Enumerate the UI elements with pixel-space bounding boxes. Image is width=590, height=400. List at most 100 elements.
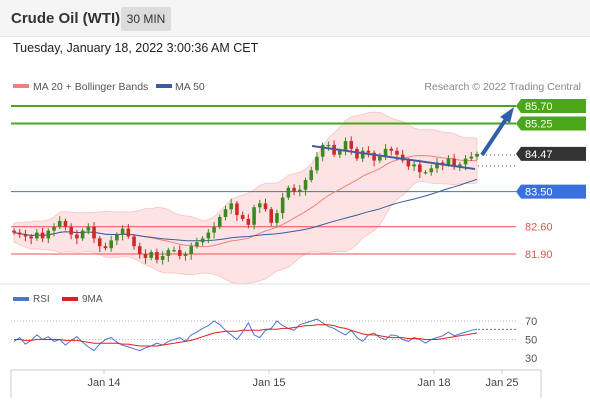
- price-label-83-50-tag: [516, 184, 586, 199]
- candle: [57, 216, 62, 230]
- chart-header: Crude Oil (WTI) 30 MIN: [0, 0, 590, 37]
- candle: [120, 225, 125, 241]
- candle: [46, 228, 51, 244]
- price-label-85-25: 85.25: [525, 119, 553, 131]
- candle: [103, 242, 108, 251]
- candle: [315, 151, 319, 174]
- candle: [12, 228, 16, 235]
- candle: [263, 198, 268, 212]
- price-label-84-47-tag: [516, 146, 586, 161]
- candle: [155, 248, 159, 264]
- timeframe-badge[interactable]: 30 MIN: [121, 7, 171, 31]
- candle: [343, 137, 348, 156]
- ma50-line: [13, 178, 478, 242]
- candle: [303, 177, 308, 196]
- candle: [132, 234, 136, 250]
- level-lines: [11, 105, 516, 255]
- candle: [475, 151, 479, 161]
- rsi-legend-swatch: [13, 297, 29, 301]
- price-label-84-47: 84.47: [525, 149, 553, 161]
- instrument-title: Crude Oil (WTI): [11, 10, 121, 27]
- candle: [366, 146, 371, 158]
- rsi-tick-50: 50: [525, 335, 537, 347]
- candle: [149, 249, 153, 261]
- rsi-ma-legend-label: 9MA: [82, 294, 103, 305]
- candle: [80, 228, 85, 241]
- price-label-85-70-tag: [516, 99, 586, 113]
- candle: [309, 166, 314, 183]
- candle: [355, 146, 359, 161]
- candle: [63, 218, 68, 231]
- candle: [269, 206, 274, 227]
- candle: [109, 235, 113, 252]
- candle: [195, 237, 199, 249]
- candle: [29, 234, 33, 245]
- candle: [143, 249, 148, 264]
- candle: [69, 223, 73, 240]
- price-label-85-25-tag: [516, 116, 586, 131]
- candle: [183, 251, 188, 261]
- candle: [320, 142, 325, 162]
- ma20-legend-swatch: [13, 84, 29, 88]
- candle: [298, 185, 302, 197]
- candle: [92, 222, 96, 244]
- candle: [257, 199, 262, 214]
- candle: [389, 146, 394, 156]
- candle: [126, 224, 131, 239]
- candle: [17, 229, 22, 239]
- x-label-jan-25: Jan 25: [485, 377, 518, 389]
- candle: [166, 247, 171, 262]
- candle: [75, 229, 79, 245]
- level-labels: 85.70 85.25 84.47 83.50 82.60 81.90: [516, 99, 586, 261]
- rsi-line: [13, 318, 478, 352]
- x-label-jan-15: Jan 15: [252, 377, 285, 389]
- candle: [412, 160, 416, 172]
- candle: [372, 150, 376, 167]
- candle: [246, 214, 251, 229]
- candle: [212, 222, 216, 239]
- candle: [429, 164, 434, 176]
- candle: [97, 236, 102, 253]
- candle: [383, 144, 388, 161]
- candle: [292, 184, 296, 196]
- candle: [52, 223, 56, 237]
- ma50-legend-swatch: [156, 84, 172, 88]
- candle: [229, 198, 234, 214]
- candle: [217, 214, 222, 230]
- candle: [286, 185, 291, 200]
- candle: [240, 211, 245, 222]
- bullish-arrow-shaft: [480, 117, 508, 157]
- price-label-81-90: 81.90: [525, 249, 553, 261]
- candle: [223, 205, 228, 221]
- research-credit: Research © 2022 Trading Central: [424, 81, 581, 93]
- rsi-tick-70: 70: [525, 316, 537, 328]
- price-label-85-70: 85.70: [525, 101, 553, 113]
- candle: [280, 192, 285, 219]
- resistance-trendline: [311, 145, 476, 170]
- candle: [177, 245, 182, 260]
- candle: [360, 147, 365, 163]
- candle: [452, 153, 456, 170]
- candle: [86, 223, 91, 235]
- candle: [172, 246, 176, 253]
- price-label-83-50: 83.50: [525, 187, 553, 199]
- timestamp: Tuesday, January 18, 2022 3:00:36 AM CET: [13, 41, 259, 55]
- candle: [206, 229, 211, 244]
- candle: [400, 150, 405, 163]
- candle: [252, 204, 256, 230]
- candle: [23, 229, 28, 242]
- candle: [40, 227, 45, 242]
- candle: [275, 209, 279, 228]
- candle: [189, 242, 193, 260]
- candle: [423, 169, 428, 175]
- bollinger-band-area: [13, 111, 478, 285]
- candle: [115, 232, 119, 246]
- candle: [160, 251, 165, 265]
- ma20-legend-label: MA 20 + Bollinger Bands: [33, 81, 148, 93]
- rsi-ma-legend-swatch: [62, 297, 78, 301]
- candle: [35, 229, 39, 241]
- candle: [418, 159, 422, 179]
- rsi-ma-line: [14, 324, 478, 347]
- candle: [469, 151, 474, 161]
